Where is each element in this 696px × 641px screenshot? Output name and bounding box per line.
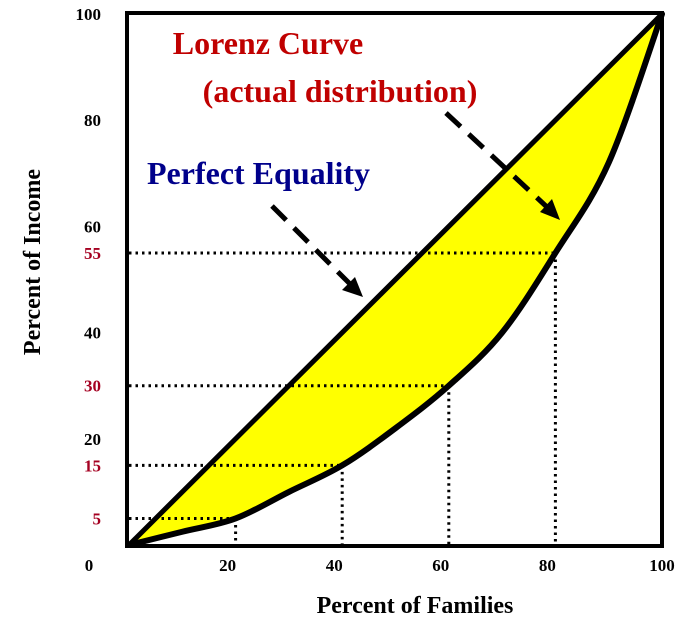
plot-frame: [125, 11, 664, 548]
lorenz-curve-line: [126, 11, 665, 548]
equality-arrowhead: [342, 277, 363, 297]
y-tick-label: 5: [93, 509, 102, 528]
x-tick-labels: 0 20 40 60 80 100: [85, 556, 675, 575]
x-tick-label: 60: [432, 556, 449, 575]
lorenz-curve-label-line1: Lorenz Curve: [173, 25, 363, 61]
lorenz-arrow-shaft: [444, 111, 550, 210]
y-tick-labels: 100 80 60 55 40 30 20 15 5: [76, 5, 102, 528]
x-tick-label: 0: [85, 556, 94, 575]
x-tick-label: 100: [649, 556, 675, 575]
y-tick-label: 100: [76, 5, 102, 24]
y-axis-title: Percent of Income: [20, 169, 46, 356]
x-axis-title: Percent of Families: [317, 593, 514, 619]
lorenz-arrowhead: [540, 199, 560, 220]
y-tick-label: 55: [84, 244, 101, 263]
y-tick-label: 30: [84, 377, 101, 396]
perfect-equality-line: [126, 11, 665, 548]
lorenz-curve-label-line2: (actual distribution): [203, 73, 478, 109]
y-tick-label: 80: [84, 111, 101, 130]
x-tick-label: 20: [219, 556, 236, 575]
y-tick-label: 60: [84, 217, 101, 236]
y-tick-label: 20: [84, 430, 101, 449]
reference-guides: [129, 251, 557, 545]
equality-arrow-shaft: [270, 204, 354, 288]
y-tick-label: 40: [84, 324, 101, 343]
x-tick-label: 40: [326, 556, 343, 575]
perfect-equality-label: Perfect Equality: [147, 155, 370, 191]
y-tick-label: 15: [84, 456, 101, 475]
x-tick-label: 80: [539, 556, 556, 575]
